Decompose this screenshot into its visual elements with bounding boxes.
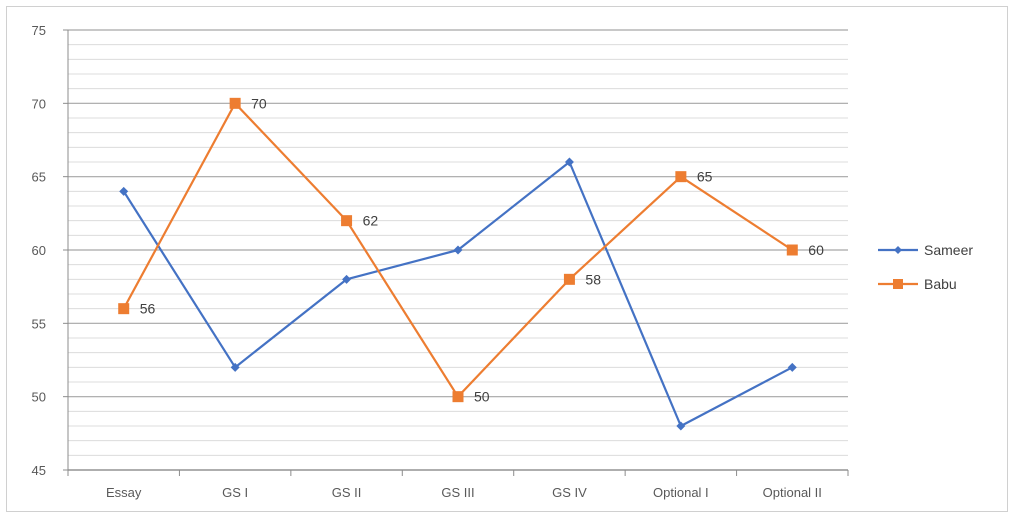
series-sameer	[119, 157, 797, 431]
data-point-marker	[230, 362, 240, 372]
data-point-marker	[787, 362, 797, 372]
data-point-marker	[453, 245, 463, 255]
x-tick-label: GS I	[222, 485, 248, 500]
data-label: 58	[585, 271, 601, 287]
data-point-marker	[563, 273, 575, 285]
data-point-marker	[676, 421, 686, 431]
data-point-marker	[564, 157, 574, 167]
data-point-marker	[786, 244, 798, 256]
y-tick-label: 65	[32, 170, 46, 185]
y-tick-label: 55	[32, 316, 46, 331]
legend-item-babu: Babu	[878, 276, 957, 292]
data-point-marker	[118, 303, 130, 315]
legend-label: Babu	[924, 276, 957, 292]
x-tick-label: GS III	[441, 485, 474, 500]
axes	[63, 29, 849, 476]
chart-frame	[6, 6, 1008, 512]
data-point-marker	[342, 274, 352, 284]
x-tick-labels: Essay GS I GS II GS III GS IV Optional I Optio…	[106, 485, 822, 500]
y-tick-label: 60	[32, 243, 46, 258]
y-tick-label: 45	[32, 463, 46, 478]
legend: Sameer Babu	[878, 242, 973, 292]
data-label: 56	[140, 301, 156, 317]
legend-label: Sameer	[924, 242, 973, 258]
data-label: 65	[697, 169, 713, 185]
data-label: 60	[808, 242, 824, 258]
data-label: 70	[251, 95, 267, 111]
data-point-marker	[452, 391, 464, 403]
x-tick-label: Optional II	[763, 485, 822, 500]
legend-marker	[894, 246, 902, 254]
y-tick-label: 70	[32, 96, 46, 111]
legend-marker	[893, 279, 903, 289]
x-tick-label: Optional I	[653, 485, 709, 500]
data-label: 50	[474, 389, 490, 405]
x-tick-label: Essay	[106, 485, 142, 500]
data-point-marker	[675, 171, 687, 183]
series-babu: 56 70 62 50 58 65 60	[118, 95, 824, 405]
y-tick-label: 75	[32, 23, 46, 38]
data-label: 62	[363, 213, 379, 229]
legend-item-sameer: Sameer	[878, 242, 973, 258]
x-tick-label: GS II	[332, 485, 362, 500]
data-point-marker	[341, 215, 353, 227]
y-tick-label: 50	[32, 390, 46, 405]
y-tick-labels: 45 50 55 60 65 70 75	[32, 23, 46, 478]
x-tick-label: GS IV	[552, 485, 587, 500]
data-point-marker	[229, 97, 241, 109]
data-point-marker	[119, 186, 129, 196]
series-group: 56 70 62 50 58 65 60	[118, 95, 824, 431]
